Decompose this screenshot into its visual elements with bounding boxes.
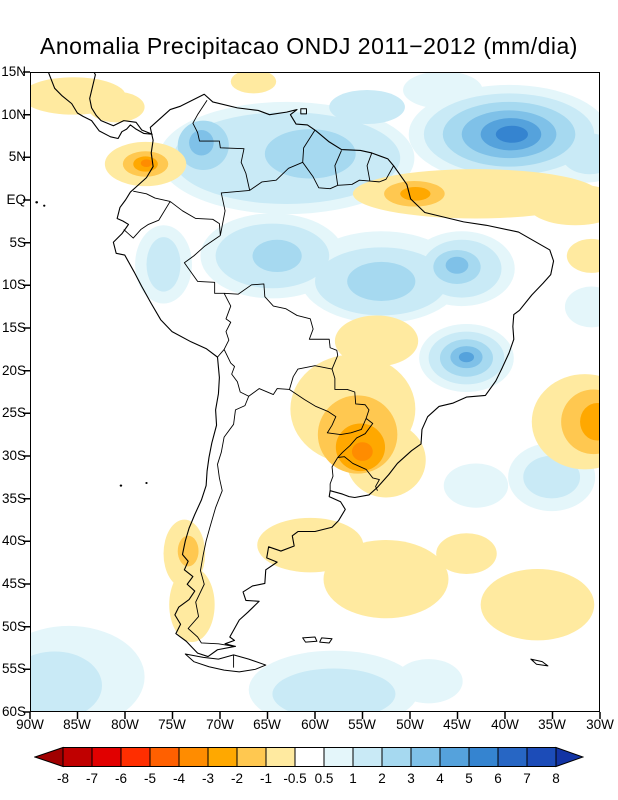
- lat-tick-label: 50S: [1, 619, 26, 634]
- lat-tick-label: 5S: [9, 235, 26, 250]
- lat-tick-label: 60S: [1, 704, 26, 719]
- colorbar-segment: [526, 747, 557, 767]
- colorbar: [34, 746, 584, 768]
- colorbar-segment: [149, 747, 180, 767]
- colorbar-segment: [439, 747, 470, 767]
- colorbar-tick-label: 7: [523, 771, 531, 786]
- colorbar-segment: [207, 747, 238, 767]
- colorbar-tick-label: -0.5: [283, 771, 307, 786]
- island-dot: [43, 204, 46, 207]
- anomaly-region: [87, 91, 145, 123]
- anomaly-region: [566, 238, 599, 273]
- colorbar-tick-label: -3: [201, 771, 214, 786]
- lat-tick-label: 30S: [1, 448, 26, 463]
- colorbar-segment: [62, 747, 93, 767]
- colorbar-tick-label: 5: [465, 771, 473, 786]
- lon-tick-label: 40W: [491, 717, 519, 732]
- colorbar-tick-label: -6: [114, 771, 127, 786]
- anomaly-region: [495, 125, 528, 143]
- lon-tick-label: 50W: [396, 717, 424, 732]
- colorbar-tick-label: 8: [552, 771, 560, 786]
- colorbar-segment: [410, 747, 441, 767]
- lat-tick-label: 35S: [1, 491, 26, 506]
- lon-tick-label: 90W: [16, 717, 44, 732]
- small-island-dots: [35, 201, 148, 487]
- lat-tick-label: 15N: [1, 64, 26, 79]
- colorbar-right-arrow: [555, 746, 584, 768]
- anomaly-region: [351, 442, 373, 461]
- lat-tick-label: 40S: [1, 533, 26, 548]
- anomaly-region: [264, 129, 356, 179]
- colorbar-segment: [265, 747, 296, 767]
- colorbar-tick-label: 6: [494, 771, 502, 786]
- anomaly-region: [329, 90, 405, 125]
- lon-tick-label: 60W: [301, 717, 329, 732]
- lat-tick-label: 15S: [1, 320, 26, 335]
- colorbar-segment: [381, 747, 412, 767]
- colorbar-segment: [236, 747, 267, 767]
- anomaly-region: [189, 129, 214, 156]
- colorbar-segment: [323, 747, 354, 767]
- colorbar-tick-label: 0.5: [314, 771, 334, 786]
- anomaly-region: [146, 237, 181, 292]
- lon-tick-label: 75W: [158, 717, 186, 732]
- lon-tick-label: 45W: [443, 717, 471, 732]
- colorbar-tick-label: -8: [56, 771, 69, 786]
- anomaly-region: [252, 239, 302, 273]
- lon-tick-label: 70W: [206, 717, 234, 732]
- lat-tick-label: 55S: [1, 661, 26, 676]
- colorbar-segment: [468, 747, 499, 767]
- colorbar-segment: [294, 747, 325, 767]
- lat-tick-label: 25S: [1, 405, 26, 420]
- anomaly-region: [323, 540, 449, 619]
- colorbar-segment: [352, 747, 383, 767]
- anomaly-region: [445, 256, 469, 274]
- lon-tick-label: 35W: [538, 717, 566, 732]
- colorbar-tick-label: 1: [349, 771, 357, 786]
- lat-tick-label: 45S: [1, 576, 26, 591]
- lat-tick-label: 5N: [8, 149, 26, 164]
- colorbar-tick-label: 4: [436, 771, 444, 786]
- anomaly-region: [140, 159, 153, 167]
- lat-tick-label: 10N: [1, 107, 26, 122]
- lon-tick-label: 65W: [253, 717, 281, 732]
- colorbar-segment: [91, 747, 122, 767]
- map-plot-area: [30, 72, 600, 712]
- anomaly-region: [443, 463, 509, 508]
- colorbar-tick-label: -7: [85, 771, 98, 786]
- colorbar-segment: [178, 747, 209, 767]
- figure-title: Anomalia Precipitacao ONDJ 2011−2012 (mm…: [40, 33, 578, 59]
- map-canvas: [31, 73, 599, 711]
- colorbar-tick-label: -1: [259, 771, 272, 786]
- lon-tick-label: 80W: [111, 717, 139, 732]
- colorbar-tick-label: -5: [143, 771, 156, 786]
- anomaly-region: [347, 261, 416, 301]
- anomaly-region: [480, 568, 595, 641]
- lon-tick-label: 85W: [63, 717, 91, 732]
- island-dot: [145, 482, 148, 485]
- lat-tick-label: 10S: [1, 277, 26, 292]
- island-dot: [119, 484, 123, 487]
- anomaly-region: [564, 286, 599, 328]
- lat-tick-label: EQ: [6, 192, 26, 207]
- anomaly-region: [394, 659, 463, 704]
- lat-tick-label: 20S: [1, 363, 26, 378]
- lon-tick-label: 55W: [348, 717, 376, 732]
- colorbar-left-arrow: [34, 746, 64, 768]
- anomaly-region: [230, 73, 277, 94]
- colorbar-tick-label: 2: [378, 771, 386, 786]
- island-dot: [35, 201, 39, 204]
- anomaly-region: [400, 186, 431, 201]
- colorbar-segment: [497, 747, 528, 767]
- lon-tick-label: 30W: [586, 717, 614, 732]
- anomaly-region: [458, 352, 475, 363]
- anomaly-region: [436, 533, 497, 575]
- anomaly-fill-layer: [31, 73, 599, 711]
- colorbar-tick-label: -2: [230, 771, 243, 786]
- colorbar-tick-label: -4: [172, 771, 185, 786]
- colorbar-segment: [120, 747, 151, 767]
- colorbar-tick-label: 3: [407, 771, 415, 786]
